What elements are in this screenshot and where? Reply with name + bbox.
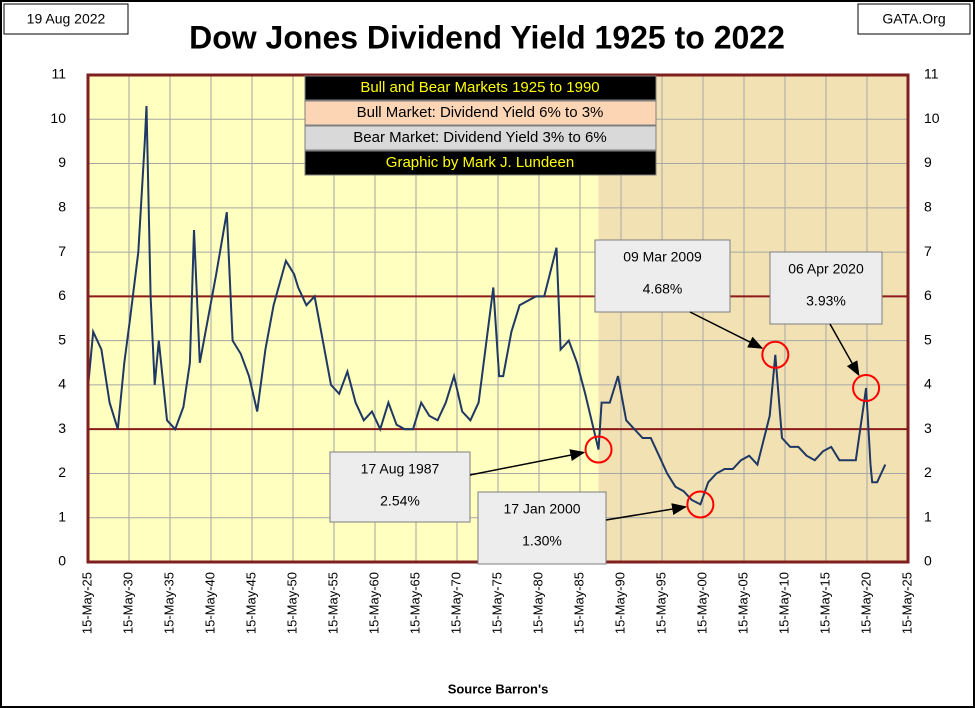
x-tick-label: 15-May-45 [243, 572, 258, 634]
annotation-arrow [469, 449, 586, 476]
x-tick-label: 15-May-55 [325, 572, 340, 634]
date-box [3, 3, 129, 35]
annotation-arrow [829, 323, 860, 377]
y2-tick-label: 4 [924, 376, 932, 392]
info-row [304, 75, 657, 101]
annotation-value: 3.93% [806, 293, 846, 309]
annotation-label: 17 Jan 2000 [503, 501, 580, 517]
annotation-box [329, 451, 471, 523]
info-row [304, 100, 657, 126]
x-tick-label: 15-May-15 [817, 572, 832, 634]
x-tick-label: 15-May-65 [407, 572, 422, 634]
x-tick-label: 15-May-25 [899, 572, 914, 634]
y2-tick-label: 3 [924, 420, 932, 436]
line [87, 105, 887, 506]
annotation-circle [686, 490, 715, 519]
x-tick-label: 15-May-50 [284, 572, 299, 634]
y2-tick-label: 7 [924, 243, 932, 259]
y-tick-label: 11 [51, 66, 66, 82]
annotation-arrow [689, 311, 764, 349]
y-tick-label: 3 [58, 420, 66, 436]
chart-title: Dow Jones Dividend Yield 1925 to 2022 [189, 19, 785, 55]
annotation-value: 1.30% [522, 533, 562, 549]
x-tick-label: 15-May-10 [776, 572, 791, 634]
annotation-box [594, 239, 731, 313]
x-tick-label: 15-May-05 [735, 572, 750, 634]
y-tick-label: 8 [58, 199, 66, 215]
y2-tick-label: 11 [924, 66, 939, 82]
annotation-circle [852, 374, 881, 403]
info-text: Bull and Bear Markets 1925 to 1990 [360, 79, 599, 96]
y-tick-label: 6 [58, 287, 66, 303]
x-tick-label: 15-May-95 [653, 572, 668, 634]
x-tick-label: 15-May-75 [489, 572, 504, 634]
annotation-label: 17 Aug 1987 [361, 461, 440, 477]
y-tick-label: 9 [58, 154, 66, 170]
annotation-circle [761, 340, 790, 369]
annotation-arrow [605, 503, 688, 521]
annotation-circle [584, 435, 613, 464]
y-tick-label: 2 [58, 464, 66, 480]
y-tick-label: 0 [58, 553, 66, 569]
y2-tick-label: 0 [924, 553, 932, 569]
info-row [304, 125, 657, 151]
y-tick-label: 10 [50, 110, 66, 126]
y-tick-label: 5 [58, 331, 66, 347]
annotation-value: 2.54% [380, 493, 420, 509]
source-box [857, 3, 971, 35]
info-text: Bull Market: Dividend Yield 6% to 3% [357, 104, 604, 121]
info-row [304, 150, 657, 176]
y2-tick-label: 6 [924, 287, 932, 303]
x-tick-label: 15-May-40 [202, 572, 217, 634]
annotation-label: 06 Apr 2020 [788, 261, 864, 277]
x-tick-label: 15-May-60 [366, 572, 381, 634]
y2-tick-label: 10 [924, 110, 940, 126]
x-tick-label: 15-May-20 [858, 572, 873, 634]
x-tick-label: 15-May-35 [161, 572, 176, 634]
x-tick-label: 15-May-70 [448, 572, 463, 634]
y2-tick-label: 2 [924, 464, 932, 480]
y2-tick-label: 8 [924, 199, 932, 215]
x-tick-label: 15-May-85 [571, 572, 586, 634]
info-text: Bear Market: Dividend Yield 3% to 6% [353, 129, 606, 146]
y2-tick-label: 9 [924, 154, 932, 170]
y-tick-label: 1 [58, 508, 66, 524]
x-tick-label: 15-May-25 [79, 572, 94, 634]
x-tick-label: 15-May-90 [612, 572, 627, 634]
source-label: GATA.Org [882, 11, 945, 27]
annotation-box [477, 491, 607, 565]
info-text: Graphic by Mark J. Lundeen [386, 154, 574, 171]
x-tick-label: 15-May-30 [120, 572, 135, 634]
date-label: 19 Aug 2022 [27, 11, 106, 27]
y2-tick-label: 1 [924, 508, 932, 524]
y-tick-label: 7 [58, 243, 66, 259]
y2-tick-label: 5 [924, 331, 932, 347]
annotation-value: 4.68% [643, 281, 683, 297]
x-tick-label: 15-May-80 [530, 572, 545, 634]
x-tick-label: 15-May-00 [694, 572, 709, 634]
annotation-box [769, 251, 883, 325]
annotation-label: 09 Mar 2009 [623, 249, 702, 265]
y-tick-label: 4 [58, 376, 66, 392]
x-axis-label: Source Barron's [448, 681, 549, 696]
